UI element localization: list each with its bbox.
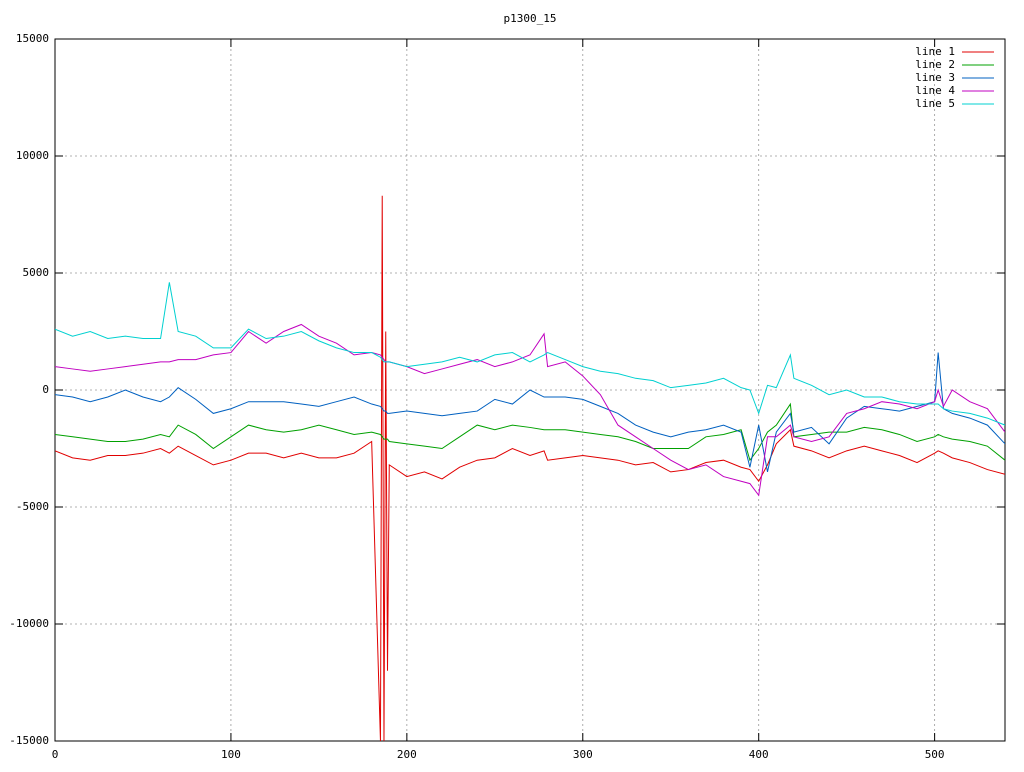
x-tick-label: 500 [925,748,945,761]
chart-title: p1300_15 [504,12,557,25]
x-tick-label: 0 [52,748,59,761]
x-tick-label: 200 [397,748,417,761]
data-line [55,195,1005,741]
legend-label: line 3 [915,71,955,84]
x-tick-label: 100 [221,748,241,761]
data-line [55,282,1005,426]
y-tick-label: -5000 [16,500,49,513]
y-tick-label: -15000 [9,734,49,747]
data-line [55,352,1005,473]
y-tick-label: -10000 [9,617,49,630]
y-tick-label: 10000 [16,149,49,162]
plot-frame [54,38,1006,742]
plot-area [55,195,1005,741]
data-line [55,323,1005,497]
y-tick-label: 15000 [16,32,49,45]
y-tick-label: 5000 [23,266,50,279]
y-tick-label: 0 [42,383,49,396]
x-tick-label: 400 [749,748,769,761]
x-tick-label: 300 [573,748,593,761]
data-line [55,402,1005,462]
legend-label: line 5 [915,97,955,110]
legend-label: line 4 [915,84,955,97]
legend-label: line 1 [915,45,955,58]
legend-label: line 2 [915,58,955,71]
